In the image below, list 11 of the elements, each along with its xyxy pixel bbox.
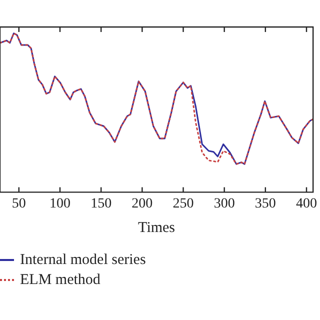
x-tick-label: 300	[214, 196, 235, 212]
legend-label: Internal model series	[20, 252, 146, 268]
x-tick-label: 100	[49, 196, 70, 212]
x-tick-label: 250	[172, 196, 194, 212]
x-tick-label: 350	[254, 196, 276, 212]
x-tick-label: 150	[90, 196, 112, 212]
x-tick-label: 50	[12, 196, 26, 212]
x-tick-label: 400	[296, 196, 317, 212]
x-axis-title: Times	[138, 220, 176, 236]
legend-label: ELM method	[20, 272, 100, 288]
x-tick-label: 200	[132, 196, 153, 212]
